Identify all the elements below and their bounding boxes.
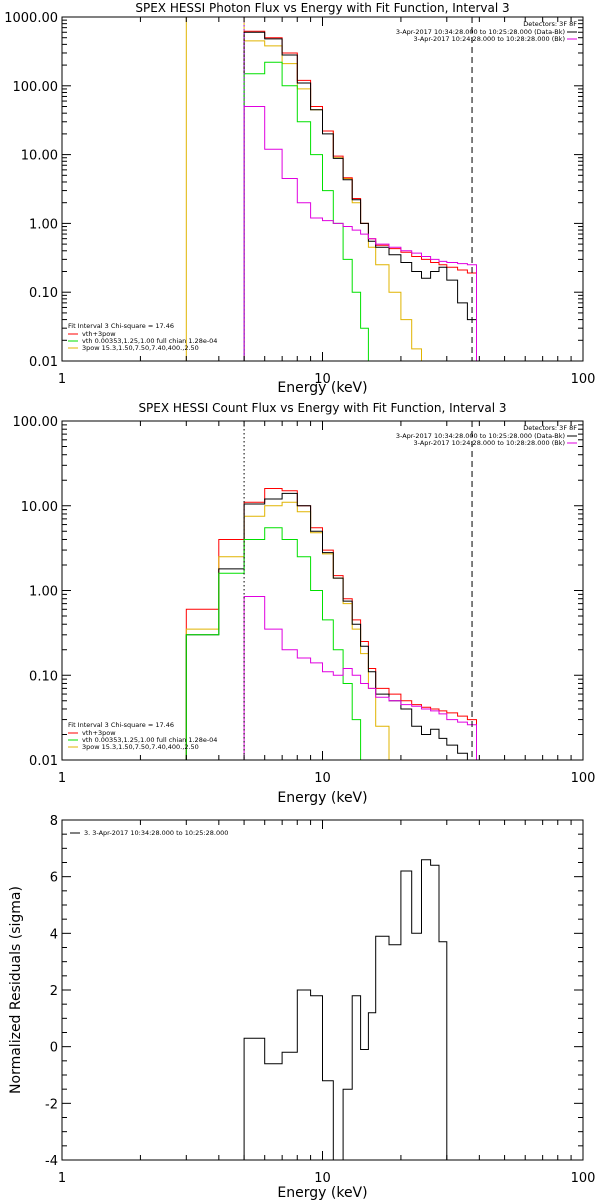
series-line-black [185, 492, 477, 760]
x-axis-label: Energy (keV) [277, 380, 367, 396]
legend-header: Detectors: 3F 8F [523, 424, 577, 432]
x-tick-label: 1 [58, 771, 66, 786]
y-tick-label: -4 [45, 1154, 58, 1169]
y-tick-label: 100.00 [13, 80, 59, 95]
legend-entry-label: 3-Apr-2017 10:24:28.000 to 10:28:28.000 … [414, 439, 565, 447]
series-line-yellow [185, 17, 431, 361]
y-tick-label: 10.00 [21, 500, 58, 515]
y-tick-label: 8 [50, 814, 58, 829]
legend-entry-label: 3-Apr-2017 10:24:28.000 to 10:28:28.000 … [414, 35, 565, 43]
x-tick-label: 10 [314, 771, 331, 786]
series-line-magenta [243, 106, 477, 361]
fit-legend-header: Fit Interval 3 Chi-square = 17.46 [68, 721, 174, 729]
residuals-panel: 1 10 100 8 6 4 2 0 -2 -4 Energy (keV) Normalized Re… [8, 814, 596, 1201]
photon-flux-panel: SPEX HESSI Photon Flux vs Energy with Fi… [4, 1, 595, 396]
chart-title: SPEX HESSI Count Flux vs Energy with Fit… [138, 401, 506, 415]
x-tick-label: 10 [314, 372, 331, 387]
fit-legend-label: vth+3pow [82, 729, 116, 737]
y-tick-label: 1000.00 [4, 11, 58, 26]
series-line-green [185, 527, 369, 760]
y-tick-label: -2 [45, 1097, 58, 1112]
fit-legend-label: vth+3pow [82, 330, 116, 338]
y-tick-label: 2 [50, 984, 58, 999]
plot-frame [61, 819, 584, 1161]
y-tick-label: 4 [50, 927, 58, 942]
x-tick-label: 10 [314, 1171, 331, 1186]
y-tick-label: 0.10 [29, 669, 58, 684]
fit-legend-label: vth 0.00353,1.25,1.00 full chian 1.28e-0… [82, 736, 217, 744]
fit-legend-label: 3pow 15.3,1.50,7.50,7.40,400.,2.50 [82, 344, 199, 352]
y-axis-label: Normalized Residuals (sigma) [8, 886, 24, 1094]
legend-entry-label: 3. 3-Apr-2017 10:34:28.000 to 10:25:28.0… [84, 829, 228, 837]
y-tick-label: 1.00 [29, 217, 58, 232]
fit-legend-label: 3pow 15.3,1.50,7.50,7.40,400.,2.50 [82, 743, 199, 751]
y-tick-label: 0 [50, 1041, 58, 1056]
y-tick-label: 10.00 [21, 149, 58, 164]
y-tick-label: 0.01 [29, 355, 58, 370]
series-line-green [243, 61, 376, 361]
series-group [185, 488, 477, 760]
x-axis-label: Energy (keV) [277, 1185, 367, 1200]
x-axis-label: Energy (keV) [277, 790, 367, 806]
y-tick-label: 100.00 [13, 415, 59, 430]
series-line-red [185, 488, 477, 760]
series-line-magenta [243, 596, 477, 760]
series-group [185, 17, 477, 361]
fit-legend-label: vth 0.00353,1.25,1.00 full chian 1.28e-0… [82, 337, 217, 345]
legend-entry-label: 3-Apr-2017 10:34:28.000 to 10:25:28.000 … [396, 28, 565, 36]
series-line-black [243, 31, 477, 361]
legend-header: Detectors: 3F 8F [523, 20, 577, 28]
x-tick-label: 100 [571, 1171, 596, 1186]
y-tick-label: 0.10 [29, 286, 58, 301]
x-tick-label: 1 [58, 1171, 66, 1186]
series-group [243, 859, 448, 1160]
chart-title: SPEX HESSI Photon Flux vs Energy with Fi… [135, 1, 509, 15]
fit-legend-header: Fit Interval 3 Chi-square = 17.46 [68, 322, 174, 330]
x-tick-label: 100 [571, 771, 596, 786]
x-tick-label: 100 [571, 372, 596, 387]
x-tick-label: 1 [58, 372, 66, 387]
series-line-black [243, 859, 448, 1160]
y-tick-label: 6 [50, 871, 58, 886]
count-flux-panel: SPEX HESSI Count Flux vs Energy with Fit… [13, 401, 596, 806]
legend-entry-label: 3-Apr-2017 10:34:28.000 to 10:25:28.000 … [396, 432, 565, 440]
y-tick-label: 1.00 [29, 585, 58, 600]
y-tick-label: 0.01 [29, 754, 58, 769]
